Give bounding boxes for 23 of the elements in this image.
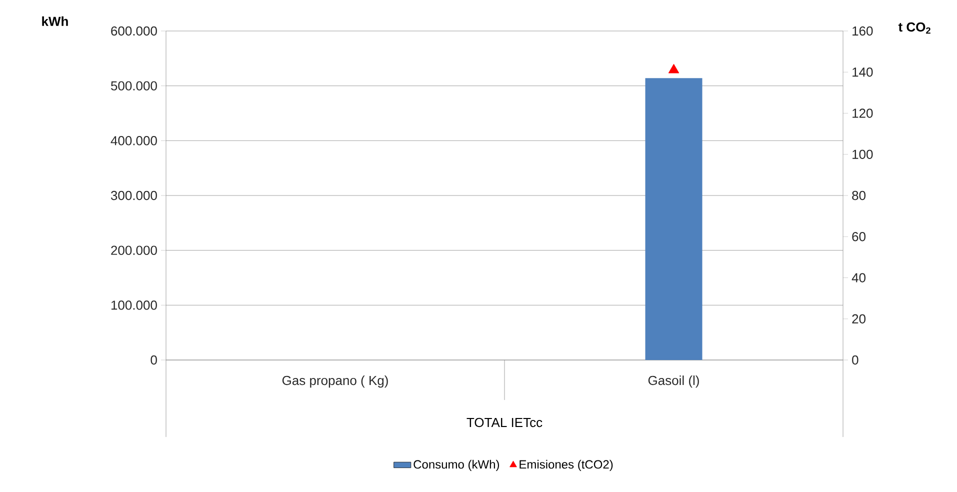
y-tick-label: 500.000: [110, 81, 157, 90]
y-tick-label: 200.000: [111, 246, 157, 255]
y2-tick-label: 80: [852, 190, 866, 200]
legend-label: Consumo (kWh): [414, 460, 500, 472]
y2-tick-label: 20: [852, 314, 866, 324]
y2-tick-label: 160: [852, 26, 873, 36]
y2-tick-label: 60: [852, 232, 866, 242]
y-tick-label: 100.000: [111, 300, 157, 310]
y-tick-label: 0: [150, 355, 157, 365]
y-tick-label: 400.000: [110, 136, 157, 146]
y2-axis-title: t CO$_{2}$: [898, 22, 930, 34]
y-tick-label: 300.000: [110, 190, 157, 200]
y2-tick-label: 100: [852, 150, 873, 159]
y2-tick-label: 0: [852, 355, 858, 365]
legend-label: Emisiones (tCO2): [520, 460, 613, 472]
y2-tick-label: 140: [852, 68, 873, 77]
x-axis-title: TOTAL IETcc: [466, 418, 542, 428]
x-tick-label: Gas propano ( Kg): [282, 376, 388, 388]
y-tick-label: 600.000: [111, 26, 157, 36]
y2-tick-label: 40: [852, 273, 866, 282]
x-tick-label: Gasoil (l): [648, 376, 699, 388]
y2-tick-label: 120: [852, 108, 873, 118]
y-axis-title: kWh: [42, 16, 68, 26]
